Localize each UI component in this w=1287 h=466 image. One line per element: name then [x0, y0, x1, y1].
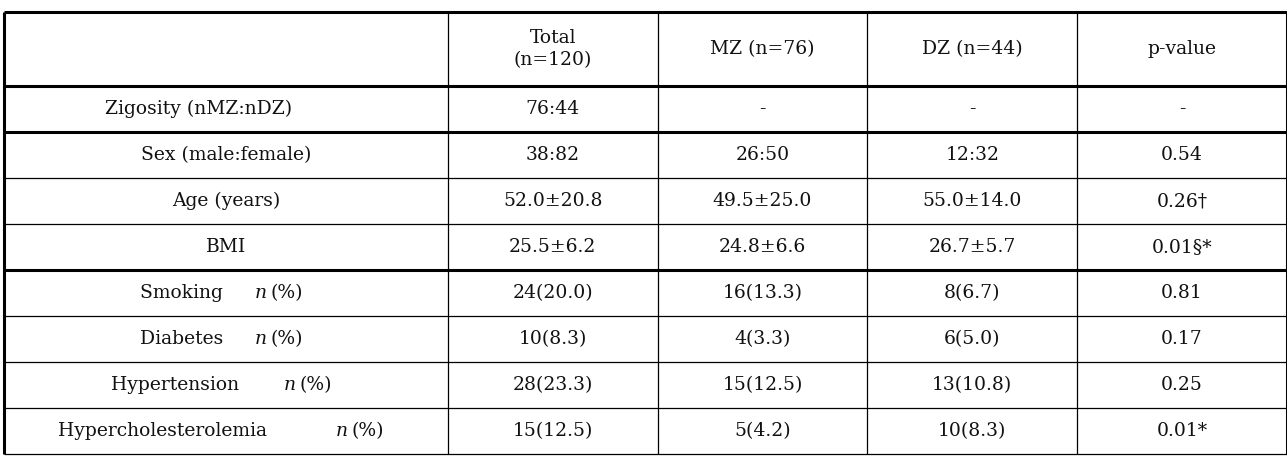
Text: (%): (%) [300, 376, 332, 394]
Text: n: n [336, 422, 347, 440]
Text: 0.17: 0.17 [1161, 330, 1203, 348]
Text: 49.5±25.0: 49.5±25.0 [713, 192, 812, 210]
Text: n: n [283, 376, 296, 394]
Text: 6(5.0): 6(5.0) [945, 330, 1000, 348]
Text: 13(10.8): 13(10.8) [932, 376, 1013, 394]
Text: 10(8.3): 10(8.3) [938, 422, 1006, 440]
Text: (%): (%) [270, 330, 302, 348]
Text: 0.54: 0.54 [1161, 146, 1203, 164]
Text: 26.7±5.7: 26.7±5.7 [929, 238, 1015, 256]
Text: 38:82: 38:82 [525, 146, 580, 164]
Text: -: - [759, 100, 766, 118]
Text: Zigosity (nMZ:nDZ): Zigosity (nMZ:nDZ) [106, 100, 292, 118]
Text: 12:32: 12:32 [946, 146, 999, 164]
Text: Smoking: Smoking [140, 284, 229, 302]
Text: 0.01*: 0.01* [1157, 422, 1207, 440]
Text: 16(13.3): 16(13.3) [722, 284, 803, 302]
Text: -: - [1179, 100, 1185, 118]
Text: 76:44: 76:44 [525, 100, 580, 118]
Text: DZ (n=44): DZ (n=44) [921, 40, 1023, 58]
Text: Hypertension: Hypertension [111, 376, 245, 394]
Text: BMI: BMI [206, 238, 246, 256]
Text: 26:50: 26:50 [735, 146, 790, 164]
Text: Hypercholesterolemia: Hypercholesterolemia [58, 422, 273, 440]
Text: p-value: p-value [1148, 40, 1216, 58]
Text: 0.26†: 0.26† [1157, 192, 1207, 210]
Text: 0.25: 0.25 [1161, 376, 1203, 394]
Text: 15(12.5): 15(12.5) [722, 376, 803, 394]
Text: 4(3.3): 4(3.3) [735, 330, 790, 348]
Text: 8(6.7): 8(6.7) [945, 284, 1000, 302]
Text: 15(12.5): 15(12.5) [512, 422, 593, 440]
Text: 0.01§*: 0.01§* [1152, 238, 1212, 256]
Text: Age (years): Age (years) [171, 192, 281, 210]
Text: 0.81: 0.81 [1161, 284, 1203, 302]
Text: (%): (%) [270, 284, 302, 302]
Text: 10(8.3): 10(8.3) [519, 330, 587, 348]
Text: n: n [255, 284, 266, 302]
Text: 55.0±14.0: 55.0±14.0 [923, 192, 1022, 210]
Text: n: n [255, 330, 266, 348]
Text: 24.8±6.6: 24.8±6.6 [719, 238, 806, 256]
Text: 5(4.2): 5(4.2) [735, 422, 790, 440]
Text: -: - [969, 100, 976, 118]
Text: 52.0±20.8: 52.0±20.8 [503, 192, 602, 210]
Text: 24(20.0): 24(20.0) [512, 284, 593, 302]
Text: Total
(n=120): Total (n=120) [514, 29, 592, 69]
Text: MZ (n=76): MZ (n=76) [710, 40, 815, 58]
Text: Sex (male:female): Sex (male:female) [140, 146, 311, 164]
Text: (%): (%) [351, 422, 384, 440]
Text: Diabetes: Diabetes [139, 330, 229, 348]
Text: 28(23.3): 28(23.3) [512, 376, 593, 394]
Text: 25.5±6.2: 25.5±6.2 [510, 238, 596, 256]
